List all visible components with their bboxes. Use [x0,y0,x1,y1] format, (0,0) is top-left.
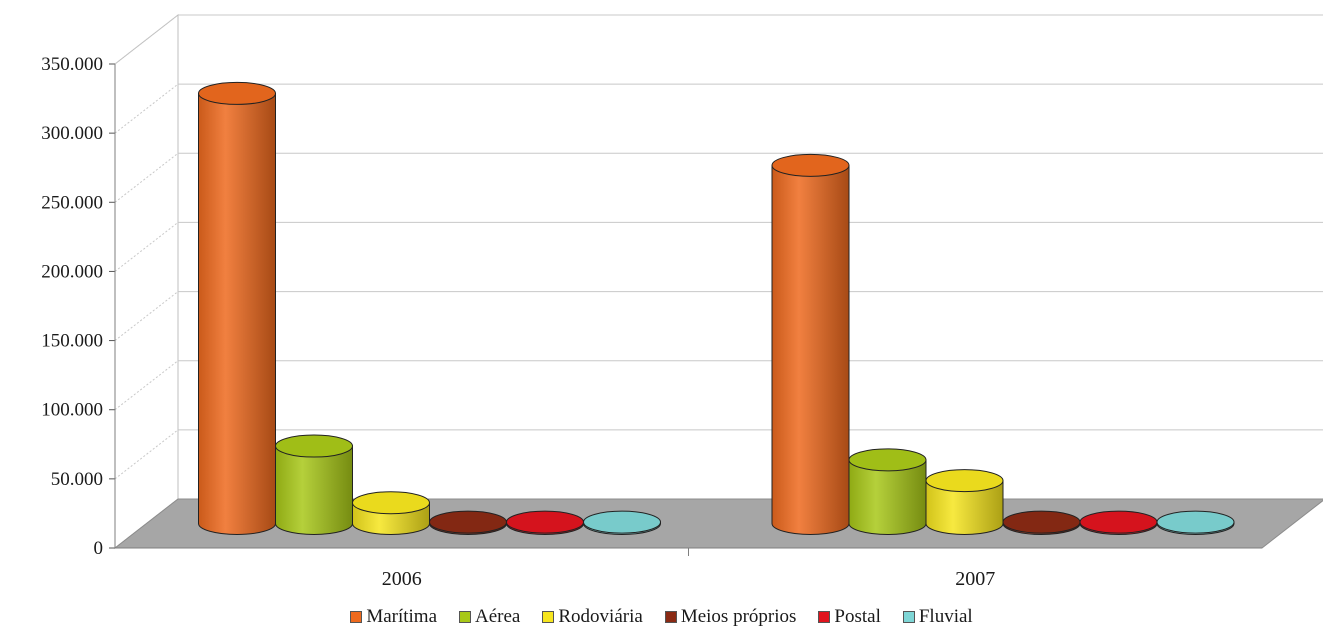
bar-rodoviária-2007 [925,469,1004,535]
y-tick-label: 100.000 [41,400,103,421]
bar-top [352,491,430,515]
bar-rodoviária-2006 [352,491,430,535]
y-tick-label: 200.000 [41,261,103,282]
bar-top [1156,510,1235,534]
legend-label: Aérea [475,606,521,627]
bar-top [1079,510,1158,534]
bar-postal-2007 [1079,510,1158,535]
bar-top [1002,510,1081,534]
bar-top [198,81,276,105]
bar-top [771,153,850,177]
bar-top [925,469,1004,493]
legend-label: Marítima [366,606,438,627]
y-tick-label: 300.000 [41,123,103,144]
gridline-depth [114,152,179,203]
x-axis-ticks: 2006 2007 [382,548,995,590]
legend-item: Rodoviária [542,606,643,628]
gridline-depth [114,222,179,272]
bar-top [429,510,507,534]
bar-body [275,445,353,535]
legend-swatch [818,611,831,623]
bar-aérea-2007 [848,448,927,535]
chart-walls [114,13,1323,550]
y-tick-label: 150.000 [41,331,103,352]
legend-swatch [902,611,915,623]
gridline-depth [114,291,179,341]
legend-label: Meios próprios [680,606,797,627]
bar-postal-2006 [506,510,584,535]
x-tick-label: 2007 [955,568,995,590]
legend-item: Aérea [459,606,520,628]
bar-body [771,164,850,535]
gridline-depth [114,360,179,411]
legend-item: Postal [818,606,881,628]
x-tick-label: 2006 [382,568,422,590]
chart-area: 0 50.000 100.000 150.000 200.000 250.000 300.0… [41,13,1323,590]
bar-marítima-2007 [771,153,850,535]
bar-top [506,510,584,534]
bar-top [583,510,661,534]
legend-item: Marítima [350,606,437,628]
legend-swatch [459,611,472,623]
bar-marítima-2006 [198,81,276,535]
bar-body [198,92,276,535]
bar-top [848,448,927,472]
y-axis-ticks: 0 50.000 100.000 150.000 200.000 250.000 300.0… [41,54,116,559]
side-wall [114,13,179,550]
legend-swatch [542,611,555,623]
legend-label: Postal [834,606,881,627]
y-tick-label: 50.000 [51,469,103,490]
gridline-depth [114,429,179,480]
bar-aérea-2006 [275,434,353,535]
legend: Marítima Aérea Rodoviária Meios próprios Pos… [0,604,1323,630]
legend-swatch [664,611,677,623]
bar-body [848,459,927,535]
bar-body [925,480,1004,535]
bar-meios-próprios-2007 [1002,510,1081,535]
y-tick-label: 0 [94,538,104,559]
y-tick-label: 350.000 [41,54,103,75]
gridline-depth [114,14,179,65]
back-wall [177,14,1323,500]
bars [198,81,1235,535]
legend-item: Fluvial [902,606,973,628]
legend-swatch [350,611,363,623]
bar-top [275,434,353,458]
gridline-depth [114,83,179,134]
legend-label: Rodoviária [558,606,643,627]
legend-label: Fluvial [918,606,973,627]
bar-meios-próprios-2006 [429,510,507,535]
bar-fluvial-2006 [583,510,661,535]
bar-fluvial-2007 [1156,510,1235,535]
legend-item: Meios próprios [664,606,797,628]
y-tick-label: 250.000 [41,192,103,213]
